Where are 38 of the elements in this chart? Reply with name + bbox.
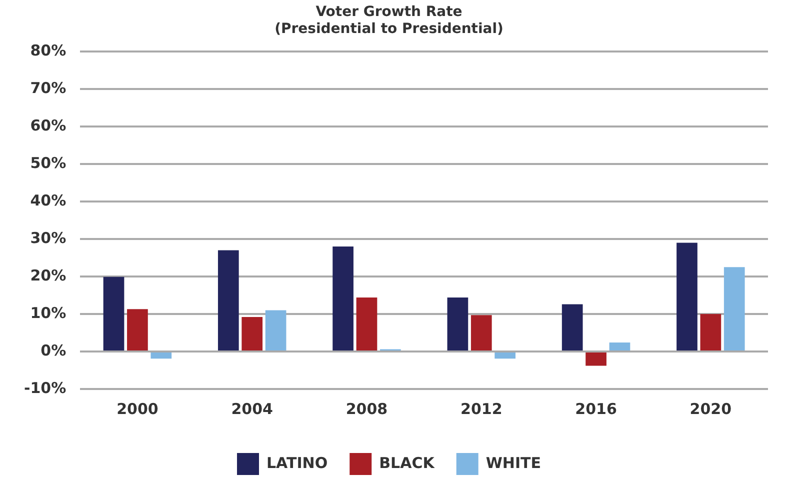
x-tick-label: 2020: [690, 400, 732, 418]
bar: [470, 315, 492, 351]
x-tick-label: 2000: [116, 400, 158, 418]
bar: [676, 242, 698, 351]
bar: [127, 309, 148, 351]
bar: [586, 352, 606, 366]
y-tick-label: -10%: [24, 378, 66, 397]
bar: [724, 267, 745, 351]
y-tick-label: 60%: [30, 116, 66, 134]
x-tick-label: 2012: [460, 400, 502, 418]
y-tick-label: 80%: [30, 41, 66, 60]
legend-label: BLACK: [379, 454, 436, 472]
legend-label: WHITE: [486, 454, 542, 472]
bar: [700, 314, 722, 351]
y-tick-label: 30%: [30, 228, 66, 247]
bar: [356, 298, 378, 351]
x-tick-label: 2016: [575, 400, 617, 418]
bar: [609, 342, 630, 351]
text: (Presidential to Presidential): [274, 20, 504, 37]
x-tick-label: 2004: [231, 400, 273, 418]
bar: [265, 310, 286, 351]
y-tick-label: 50%: [30, 154, 66, 172]
bar: [103, 276, 124, 351]
y-tick-label: 70%: [30, 78, 66, 97]
legend-label: LATINO: [266, 454, 328, 472]
text: Voter Growth Rate: [316, 4, 462, 20]
bar: [494, 352, 516, 359]
bar: [242, 317, 263, 351]
y-tick-label: 40%: [30, 191, 66, 210]
bar: [218, 250, 239, 351]
x-tick-label: 2008: [346, 400, 388, 418]
bar: [447, 298, 468, 351]
y-tick-label: 0%: [40, 341, 66, 360]
y-tick-label: 10%: [30, 304, 66, 322]
y-tick-label: 20%: [30, 266, 66, 284]
bar: [562, 304, 583, 351]
bar: [150, 352, 172, 359]
bar: [332, 246, 354, 351]
